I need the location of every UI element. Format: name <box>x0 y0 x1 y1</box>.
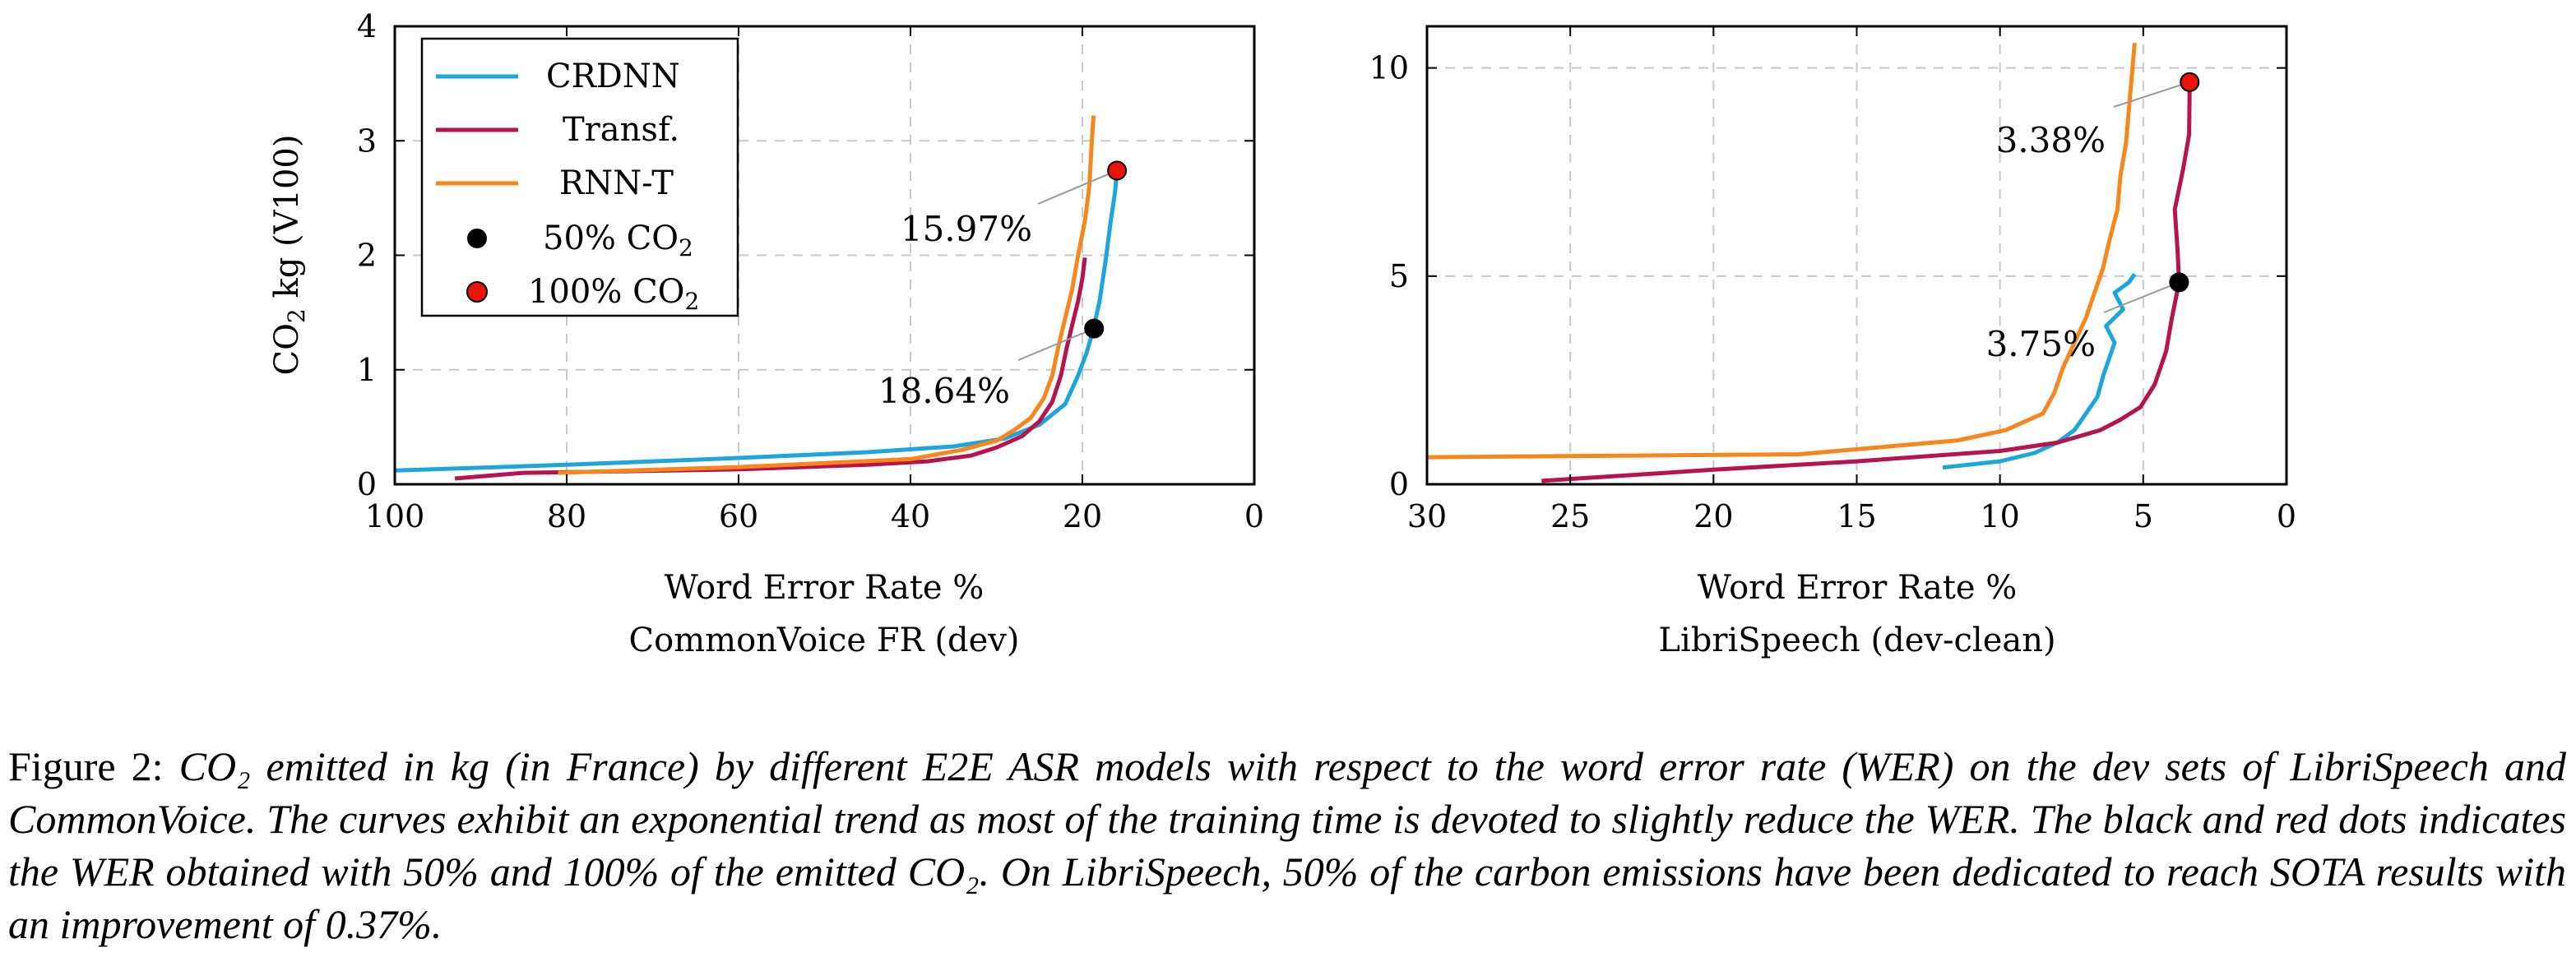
x-tick-label: 15 <box>1837 498 1876 534</box>
series-line-rnn-t <box>1426 43 2137 460</box>
annotation-pin <box>2113 81 2190 108</box>
series-line-rnn-t <box>558 115 1096 475</box>
marker-50-dot <box>1084 318 1105 339</box>
y-tick-label: 5 <box>1389 258 1409 294</box>
legend-label-50: 50% CO2 <box>543 220 693 261</box>
y-tick-label: 0 <box>1389 466 1409 502</box>
series-line-transf <box>454 257 1087 481</box>
marker-layer: 18.64% 15.97% <box>878 160 1128 411</box>
marker-layer: 3.75% 3.38% <box>1986 72 2200 364</box>
series-layer <box>1426 43 2192 483</box>
tick-labels: 100 80 60 40 20 0 0 1 2 3 4 <box>357 8 1264 534</box>
caption-text: CO₂ emitted in kg (in France) by differe… <box>8 743 2567 947</box>
tick-labels: 30 25 20 15 10 5 0 0 5 10 <box>1369 26 2296 534</box>
legend-dot-100 <box>466 281 488 303</box>
x-tick-label: 20 <box>1063 498 1102 534</box>
chart-commonvoice: 18.64% 15.97% 100 80 60 40 20 0 0 1 2 3 4 CO2 kg (V… <box>268 8 1264 659</box>
chart-librispeech: 3.75% 3.38% 30 25 20 15 10 5 0 0 5 10 Word Error R… <box>1369 25 2296 659</box>
annotation-label: 3.75% <box>1986 324 2096 364</box>
y-tick-label: 0 <box>357 466 377 502</box>
annotation-label: 15.97% <box>901 209 1032 249</box>
x-tick-label: 20 <box>1693 498 1733 534</box>
x-tick-label: 0 <box>2277 498 2296 534</box>
series-line-transf <box>1541 84 2192 483</box>
series-layer <box>394 115 1119 481</box>
series-line-crdnn <box>394 170 1119 473</box>
x-tick-label: 40 <box>891 498 930 534</box>
x-axis-label: Word Error Rate % <box>665 569 985 607</box>
marker-50-dot <box>2169 272 2189 293</box>
y-tick-label: 4 <box>357 8 377 44</box>
caption-label: Figure 2: <box>8 743 164 789</box>
x-tick-label: 30 <box>1407 498 1447 534</box>
y-axis-label: CO2 kg (V100) <box>268 135 310 376</box>
x-tick-label: 60 <box>719 498 758 534</box>
annotation-pin <box>1037 169 1118 205</box>
series-line-crdnn <box>1942 272 2137 470</box>
annotation-label: 3.38% <box>1996 120 2106 160</box>
legend-label-crdnn: CRDNN <box>546 58 680 95</box>
x-axis-sublabel: LibriSpeech (dev-clean) <box>1658 622 2055 659</box>
legend: CRDNN Transf. RNN-T 50% CO2 100% CO2 <box>420 37 739 317</box>
legend-box <box>420 37 739 317</box>
figure-caption: Figure 2: CO₂ emitted in kg (in France) … <box>8 740 2566 950</box>
x-tick-label: 80 <box>547 498 586 534</box>
legend-label-100: 100% CO2 <box>528 273 699 315</box>
marker-100-dot <box>2180 72 2200 92</box>
y-tick-label: 2 <box>357 238 377 274</box>
x-tick-label: 100 <box>365 498 425 534</box>
annotation-pin <box>1017 327 1095 361</box>
x-tick-label: 10 <box>1980 498 2019 534</box>
x-tick-label: 25 <box>1550 498 1590 534</box>
x-axis-label: Word Error Rate % <box>1698 569 2018 607</box>
annotation-label: 18.64% <box>878 371 1010 411</box>
legend-label-transf: Transf. <box>563 111 679 149</box>
x-axis-sublabel: CommonVoice FR (dev) <box>629 622 1020 659</box>
legend-dot-50 <box>467 229 487 248</box>
annotation-pin <box>2103 281 2180 313</box>
x-tick-label: 0 <box>1244 498 1264 534</box>
marker-100-dot <box>1107 160 1128 181</box>
grid-lines <box>1427 26 2286 484</box>
x-tick-label: 5 <box>2134 498 2153 534</box>
y-tick-label: 1 <box>357 352 377 388</box>
y-tick-label: 10 <box>1369 50 1409 86</box>
y-tick-label: 3 <box>357 123 377 159</box>
legend-label-rnnt: RNN-T <box>559 164 674 202</box>
